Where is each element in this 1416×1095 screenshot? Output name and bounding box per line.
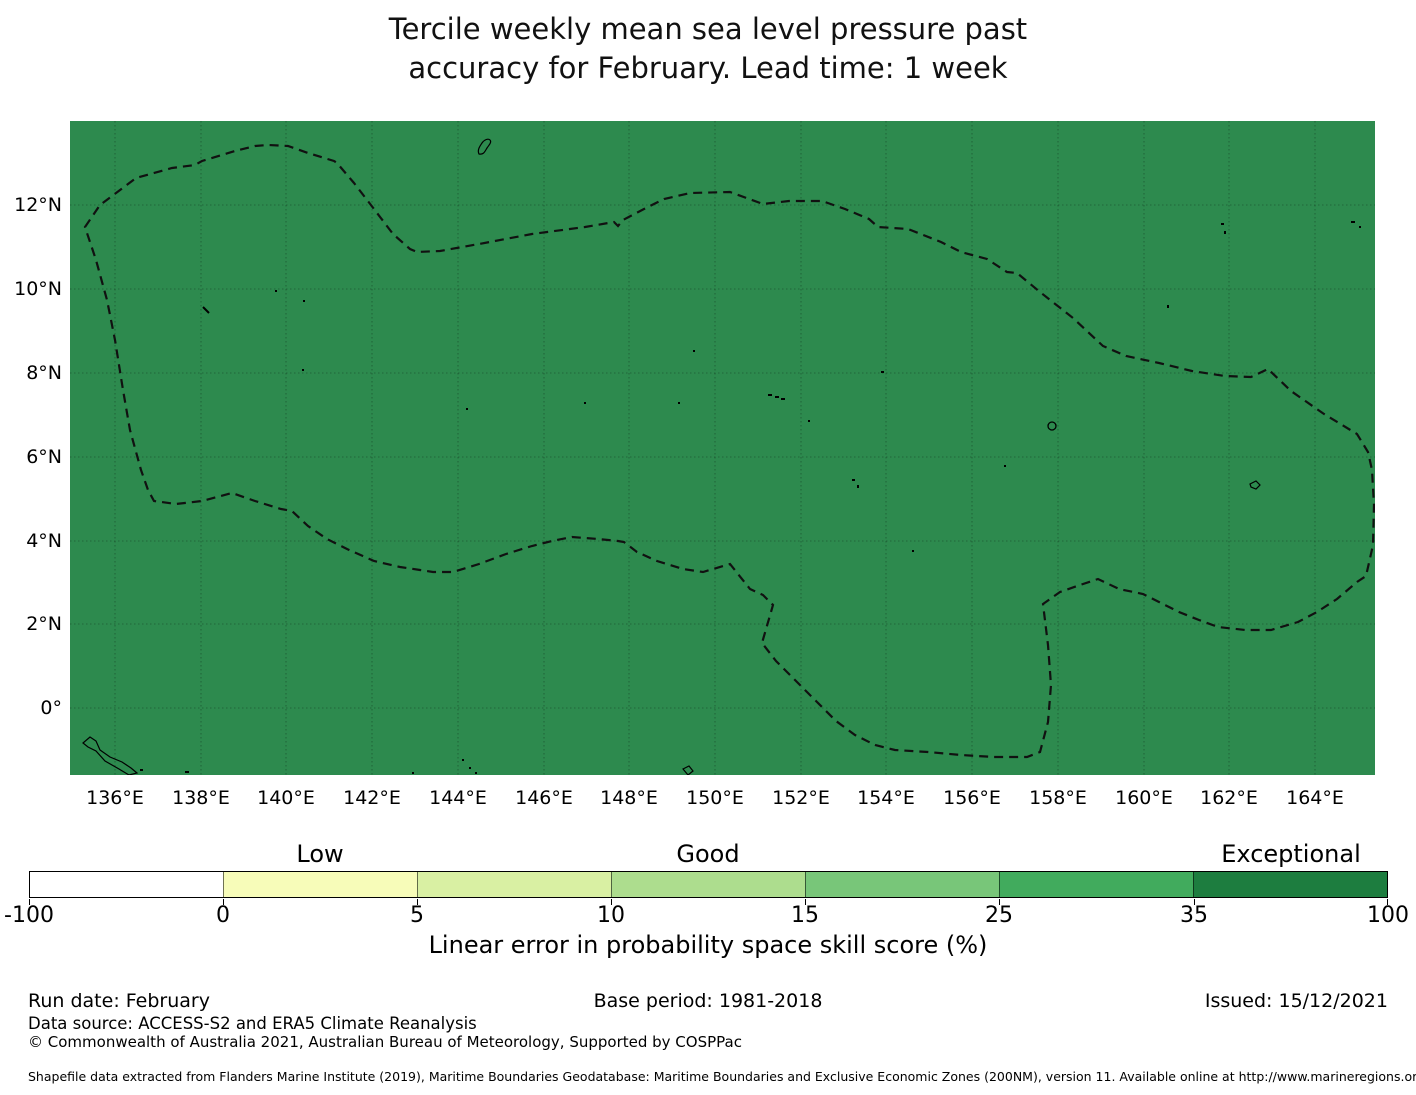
- colorbar-segment-1: [30, 872, 223, 897]
- colorbar-tick-5: 5: [410, 903, 424, 928]
- colorbar-tickmark: [223, 899, 224, 905]
- ytick-2n: 2°N: [26, 613, 62, 635]
- colorbar-segment-6: [999, 872, 1193, 897]
- shapefile-note-text: Shapefile data extracted from Flanders M…: [28, 1069, 1416, 1084]
- ytick-6n: 6°N: [26, 446, 62, 468]
- chart-title: Tercile weekly mean sea level pressure p…: [0, 10, 1416, 88]
- colorbar-tick-10: 10: [597, 903, 625, 928]
- xtick-142e: 142°E: [343, 787, 401, 809]
- colorbar-segment-3: [417, 872, 611, 897]
- ytick-8n: 8°N: [26, 362, 62, 384]
- colorbar-tick-35: 35: [1180, 903, 1208, 928]
- xtick-144e: 144°E: [429, 787, 487, 809]
- colorbar-category-low: Low: [296, 840, 344, 868]
- kosrae-island-outline: [1249, 480, 1261, 490]
- colorbar-tick-0: 0: [216, 903, 230, 928]
- colorbar-tick-neg100: -100: [4, 903, 54, 928]
- colorbar-tickmark: [611, 899, 612, 905]
- colorbar-segment-4: [611, 872, 805, 897]
- ocean-fill: [70, 121, 1375, 775]
- island-specks: [140, 221, 1361, 774]
- colorbar-tickmark: [1387, 899, 1388, 905]
- map-svg: [70, 121, 1376, 776]
- colorbar-segment-2: [223, 872, 417, 897]
- xtick-164e: 164°E: [1286, 787, 1344, 809]
- guam-island-outline: [477, 138, 492, 155]
- colorbar-axis-label: Linear error in probability space skill …: [428, 931, 988, 959]
- colorbar-segment-5: [805, 872, 999, 897]
- colorbar-segment-7: [1193, 872, 1387, 897]
- south-island-outline: [682, 765, 694, 776]
- ytick-4n: 4°N: [26, 530, 62, 552]
- xtick-146e: 146°E: [515, 787, 573, 809]
- yap-island-mark: [202, 306, 210, 314]
- issued-date-text: Issued: 15/12/2021: [1204, 990, 1388, 1012]
- colorbar: [29, 871, 1388, 898]
- xtick-152e: 152°E: [772, 787, 830, 809]
- xtick-138e: 138°E: [172, 787, 230, 809]
- colorbar-tick-100: 100: [1367, 903, 1409, 928]
- xtick-136e: 136°E: [86, 787, 144, 809]
- new-ireland-coastline: [82, 736, 139, 776]
- xtick-160e: 160°E: [1115, 787, 1173, 809]
- colorbar-tickmark: [417, 899, 418, 905]
- xtick-140e: 140°E: [257, 787, 315, 809]
- graticule-gridlines: [70, 121, 1375, 775]
- colorbar-tickmark: [1194, 899, 1195, 905]
- atoll-ring-outline: [1047, 421, 1057, 431]
- data-source-text: Data source: ACCESS-S2 and ERA5 Climate …: [28, 1014, 477, 1033]
- xtick-158e: 158°E: [1029, 787, 1087, 809]
- xtick-154e: 154°E: [857, 787, 915, 809]
- map-canvas: [70, 121, 1376, 776]
- ytick-0: 0°: [40, 697, 62, 719]
- chart-title-line1: Tercile weekly mean sea level pressure p…: [388, 12, 1028, 46]
- chart-title-line2: accuracy for February. Lead time: 1 week: [408, 51, 1008, 86]
- ytick-12n: 12°N: [14, 194, 62, 216]
- colorbar-tick-25: 25: [985, 903, 1013, 928]
- colorbar-tick-15: 15: [791, 903, 819, 928]
- colorbar-tickmark: [29, 899, 30, 905]
- colorbar-tickmark: [999, 899, 1000, 905]
- colorbar-category-good: Good: [676, 840, 740, 868]
- copyright-text: © Commonwealth of Australia 2021, Austra…: [28, 1033, 742, 1051]
- colorbar-category-exceptional: Exceptional: [1221, 840, 1361, 868]
- xtick-150e: 150°E: [686, 787, 744, 809]
- xtick-156e: 156°E: [943, 787, 1001, 809]
- run-date-text: Run date: February: [28, 990, 210, 1012]
- island-outlines: [82, 138, 1361, 776]
- ytick-10n: 10°N: [14, 278, 62, 300]
- colorbar-tickmark: [805, 899, 806, 905]
- base-period-text: Base period: 1981-2018: [593, 990, 823, 1012]
- xtick-148e: 148°E: [600, 787, 658, 809]
- xtick-162e: 162°E: [1200, 787, 1258, 809]
